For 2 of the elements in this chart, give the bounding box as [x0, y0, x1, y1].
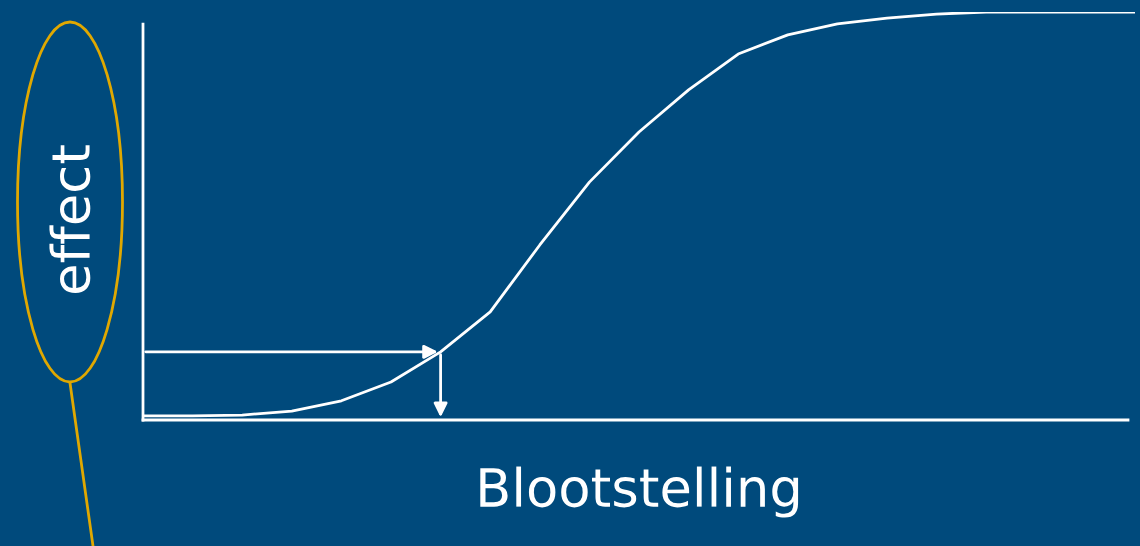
y-axis-title: effect: [49, 145, 91, 293]
x-axis-title: Blootstelling: [480, 466, 799, 518]
